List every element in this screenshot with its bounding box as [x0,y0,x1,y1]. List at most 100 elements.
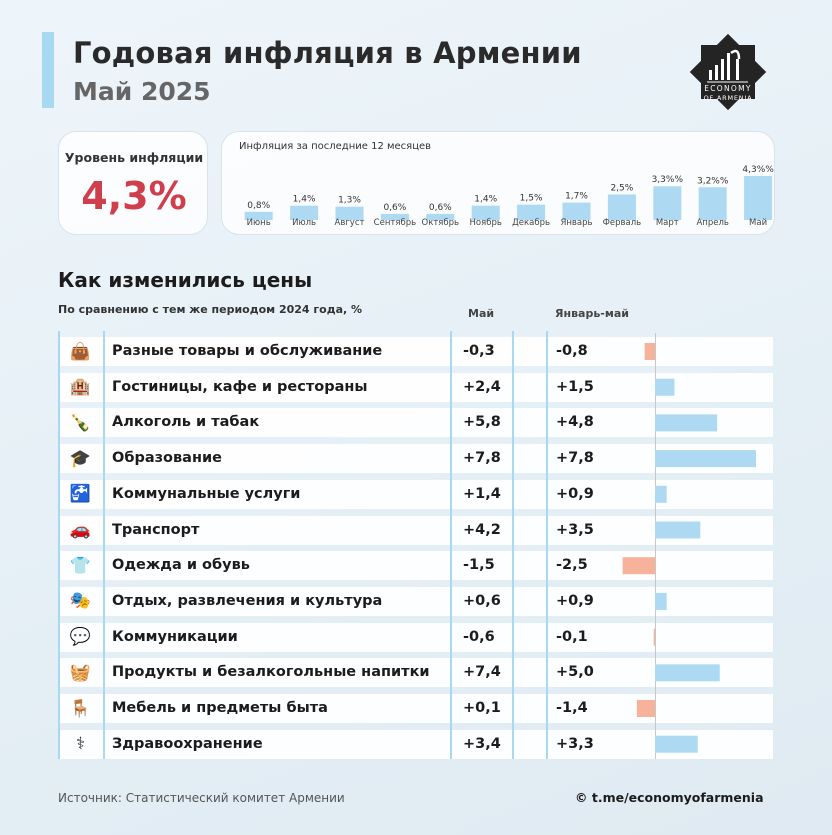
icon-column-separator [103,331,105,759]
monthly-data-label: 0,6% [383,203,406,213]
category-label: Образование [112,450,222,467]
jan-may-value: +3,3 [556,735,594,752]
monthly-tick-label: Июнь [247,218,271,228]
may-value: -0,3 [463,343,495,359]
jan-may-value: -0,8 [556,343,588,359]
category-column-separator [450,331,452,759]
monthly-data-label: 1,7% [565,192,588,202]
telegram-credit-link[interactable]: © t.me/economyofarmenia [575,790,764,805]
monthly-tick-label: Сентябрь [374,218,416,228]
may-value: +0,1 [463,700,501,716]
table-row [58,515,773,545]
source-note: Источник: Статистический комитет Армении [58,791,345,805]
category-label: Одежда и обувь [112,557,250,574]
monthly-bar [517,204,546,220]
jan-may-value: +5,0 [556,664,594,681]
page-title: Годовая инфляция в Армении [73,36,582,70]
bottle-icon: 🍾 [69,412,92,433]
monthly-bar [562,202,591,220]
category-label: Гостиницы, кафе и рестораны [112,378,368,395]
monthly-bar [471,205,500,220]
zero-axis-line [655,333,656,759]
chair-icon: 🪑 [69,698,92,719]
monthly-bar [244,211,273,220]
car-icon: 🚗 [69,520,92,540]
monthly-tick-label: Январь [560,218,592,228]
jan-may-value: +7,8 [556,450,594,467]
table-row [58,729,773,759]
monthly-inflation-chart: 0,8% Июнь 1,4% Июль 1,3% Август 0,6% Сентябрь 0,… [244,165,774,228]
may-value: -0,6 [463,628,495,645]
may-value: +7,8 [463,450,501,467]
healthcare-icon: ⚕ [75,734,86,755]
category-label: Коммуникации [112,628,238,645]
may-value: +0,6 [463,592,501,609]
may-column-separator [512,331,514,759]
logo-text-of-armenia: OF ARMENIA [703,94,753,102]
inflation-level-card: Уровень инфляции 4,3% [58,131,208,235]
logo-text-economy: ECONOMY [704,84,752,93]
table-row [58,586,773,616]
category-label: Коммунальные услуги [112,485,301,502]
monthly-bar [607,194,636,220]
economy-of-armenia-logo: ECONOMY OF ARMENIA [682,26,774,118]
jan-may-value: +0,9 [556,592,594,609]
jan-may-value: +0,9 [556,485,594,502]
monthly-bar [380,213,409,220]
table-row [58,408,773,438]
column-header-may: Май [468,307,495,320]
may-value: +5,8 [463,414,501,431]
category-label: Алкоголь и табак [112,414,260,431]
theater-masks-icon: 🎭 [69,591,92,612]
page-subtitle: Май 2025 [73,77,211,106]
inflation-level-label: Уровень инфляции [64,150,204,165]
monthly-data-label: 2,5% [610,183,633,193]
monthly-tick-label: Апрель [696,218,728,228]
monthly-tick-label: Май [749,218,767,228]
inflation-level-value: 4,3% [81,174,187,218]
jan-may-column-separator [546,331,548,759]
groceries-icon: 🧺 [69,662,92,683]
may-value: +1,4 [463,485,501,502]
monthly-bar [653,186,682,220]
table-row [58,444,773,474]
monthly-data-label: 4,3%% [742,165,774,175]
may-value: +4,2 [463,521,501,538]
may-value: +7,4 [463,664,501,681]
monthly-data-label: 1,3% [338,196,361,206]
category-label: Здравоохранение [112,735,263,752]
monthly-tick-label: Март [656,218,679,228]
monthly-data-label: 1,4% [474,195,497,205]
price-changes-subtitle: По сравнению с тем же периодом 2024 года… [58,303,363,316]
jan-may-value: +1,5 [556,378,594,395]
monthly-bar [744,176,773,220]
jan-may-value: +4,8 [556,414,594,431]
monthly-data-label: 3,3%% [652,175,684,185]
monthly-chart-title: Инфляция за последние 12 месяцев [239,141,432,152]
monthly-bar [335,206,364,220]
category-label: Мебель и предметы быта [112,700,328,716]
jan-may-value: -2,5 [556,557,588,574]
monthly-bar [426,213,455,220]
price-changes-title: Как изменились цены [58,268,313,292]
table-row [58,658,773,688]
monthly-data-label: 1,5% [520,194,543,204]
column-header-jan-may: Январь-май [555,307,629,320]
may-value: +3,4 [463,735,501,752]
category-label: Продукты и безалкогольные напитки [112,664,430,681]
monthly-bar [698,187,727,220]
may-value: -1,5 [463,557,495,574]
shopping-bag-icon: 👜 [69,341,92,362]
category-label: Транспорт [112,521,200,538]
tshirt-icon: 👕 [69,555,92,576]
monthly-tick-label: Ноябрь [470,218,502,228]
table-left-border [58,331,60,759]
monthly-data-label: 0,8% [247,201,270,211]
jan-may-value: +3,5 [556,521,594,538]
monthly-tick-label: Декабрь [512,218,550,228]
faucet-icon: 🚰 [69,484,92,505]
monthly-tick-label: Октябрь [422,218,460,228]
monthly-tick-label: Июль [292,218,316,228]
monthly-data-label: 0,6% [429,203,452,213]
communication-icon: 💬 [69,627,92,648]
